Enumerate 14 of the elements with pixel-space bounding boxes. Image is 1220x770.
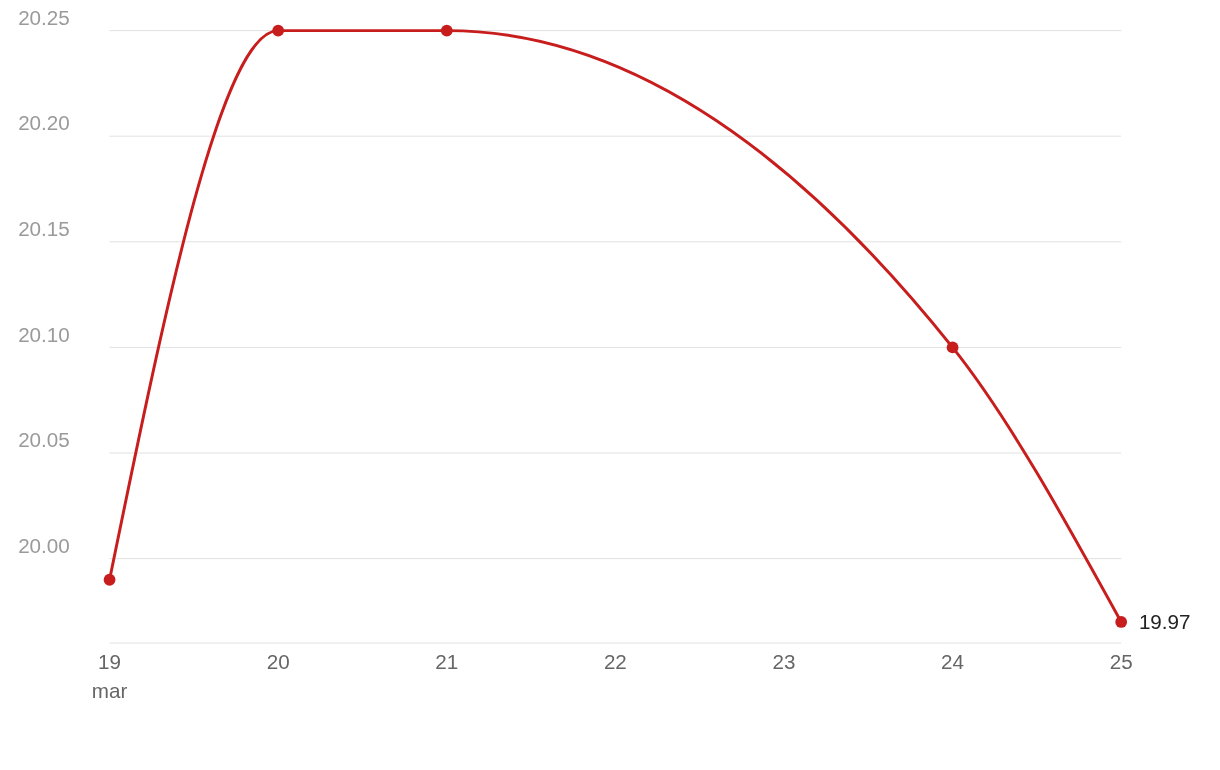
y-tick-label: 20.25 (18, 5, 70, 29)
y-tick-label: 20.00 (18, 533, 70, 557)
x-tick-label: 21 (435, 649, 459, 673)
x-tick-label: 23 (772, 649, 796, 673)
x-tick-label: 25 (1109, 649, 1133, 673)
y-tick-label: 20.05 (18, 428, 70, 452)
x-tick-label: 19 mar (91, 649, 128, 703)
data-label: 19.97 (1138, 610, 1191, 634)
y-tick-label: 20.15 (18, 216, 70, 240)
x-tick-label: 22 (603, 649, 627, 673)
y-tick-label: 20.10 (18, 322, 70, 346)
y-tick-label: 20.20 (18, 111, 70, 135)
x-tick-label: 20 (266, 649, 290, 673)
x-tick-label: 24 (941, 649, 965, 673)
